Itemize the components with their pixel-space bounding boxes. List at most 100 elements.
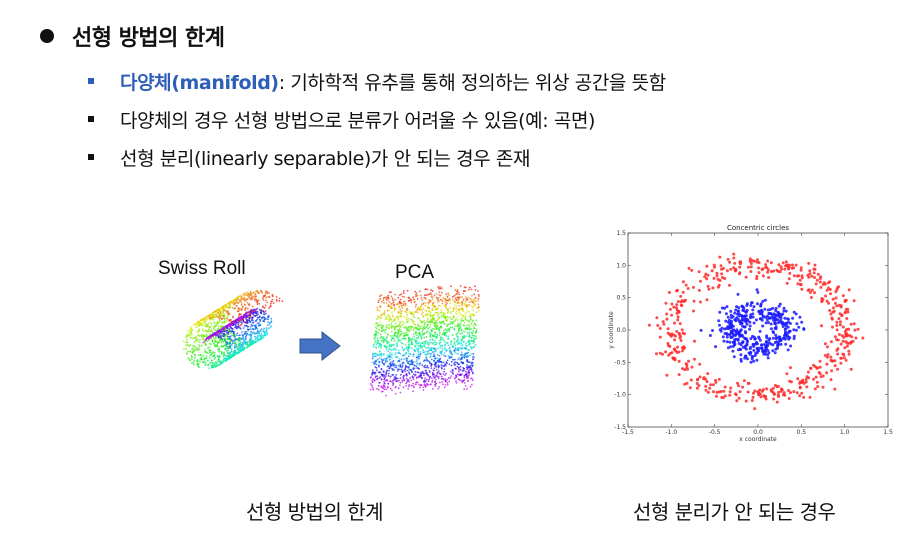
scatter-point [831, 325, 834, 329]
x-tick-label: 1.5 [883, 429, 893, 436]
scatter-point [808, 272, 812, 276]
scatter-point [673, 347, 676, 351]
scatter-point [802, 395, 806, 399]
chart-title: Concentric circles [727, 224, 789, 232]
scatter-point [784, 260, 788, 264]
scatter-point [792, 266, 796, 270]
scatter-point [792, 274, 796, 278]
scatter-point [758, 388, 762, 392]
scatter-point [751, 308, 755, 312]
scatter-point [749, 304, 753, 307]
scatter-point [764, 397, 768, 401]
scatter-point [843, 346, 847, 350]
scatter-point [841, 339, 845, 343]
scatter-point [750, 301, 754, 305]
scatter-point [675, 306, 678, 310]
scatter-point [777, 304, 781, 308]
scatter-point [783, 267, 787, 271]
scatter-point [784, 264, 788, 268]
scatter-point [774, 347, 778, 351]
scatter-point [853, 328, 857, 332]
scatter-point [764, 321, 768, 325]
scatter-point [670, 351, 674, 355]
scatter-point [775, 400, 779, 404]
scatter-point [807, 376, 811, 380]
scatter-point [764, 315, 768, 319]
scatter-point [707, 287, 711, 291]
swiss-roll-label: Swiss Roll [158, 258, 246, 279]
scatter-point [809, 366, 813, 370]
scatter-point [667, 344, 671, 348]
scatter-point [750, 399, 754, 402]
scatter-point [847, 327, 851, 331]
scatter-point [836, 347, 840, 351]
scatter-point [711, 329, 714, 332]
scatter-point [752, 321, 756, 325]
scatter-point [808, 291, 812, 294]
scatter-point [698, 375, 702, 379]
pca-label: PCA [395, 262, 435, 283]
scatter-point [681, 280, 685, 284]
scatter-point [849, 367, 853, 371]
scatter-point [765, 387, 769, 391]
scatter-point [767, 338, 771, 342]
scatter-point [767, 316, 771, 320]
scatter-point [739, 328, 743, 332]
scatter-point [749, 360, 753, 364]
scatter-point [751, 312, 755, 316]
scatter-series-1 [699, 288, 806, 364]
scatter-point [784, 321, 788, 325]
x-tick-label: 0.0 [753, 429, 763, 436]
scatter-point [737, 384, 740, 388]
scatter-point [830, 317, 834, 321]
square-bullet-icon [88, 154, 94, 160]
scatter-point [733, 338, 737, 342]
scatter-point [809, 296, 813, 299]
scatter-point [723, 394, 727, 398]
scatter-point [787, 277, 791, 281]
scatter-point [779, 342, 783, 346]
scatter-point [776, 393, 780, 397]
scatter-point [771, 349, 775, 353]
scatter-point [714, 345, 718, 349]
scatter-point [721, 335, 725, 339]
scatter-point [743, 325, 747, 329]
scatter-point [820, 297, 824, 300]
scatter-point [778, 315, 782, 319]
scatter-point [785, 372, 789, 376]
scatter-point [726, 315, 730, 319]
scatter-point [706, 273, 710, 277]
scatter-point [711, 383, 715, 387]
scatter-point [795, 274, 799, 278]
scatter-point [776, 384, 780, 388]
scatter-point [780, 267, 783, 271]
scatter-point [794, 328, 798, 332]
scatter-point [818, 359, 822, 363]
scatter-point [848, 334, 852, 338]
scatter-point [845, 344, 849, 348]
scatter-point [729, 323, 733, 327]
scatter-point [704, 272, 708, 276]
scatter-point [763, 307, 767, 311]
scatter-point [843, 329, 847, 333]
scatter-point [714, 378, 717, 382]
scatter-point [813, 263, 817, 267]
scatter-point [829, 355, 833, 359]
scatter-point [856, 327, 860, 331]
scatter-point [826, 345, 829, 349]
scatter-point [829, 312, 833, 316]
scatter-point [771, 386, 775, 390]
x-tick-label: -1.0 [665, 429, 677, 436]
scatter-point [819, 285, 823, 289]
scatter-point [658, 327, 662, 330]
scatter-point [784, 342, 788, 346]
scatter-point [833, 335, 837, 339]
y-tick-label: 0.5 [616, 295, 626, 302]
scatter-point [738, 348, 742, 351]
scatter-point [758, 317, 762, 321]
scatter-point [677, 359, 681, 363]
scatter-point [761, 315, 765, 319]
scatter-point [732, 252, 736, 256]
scatter-point [726, 257, 730, 261]
scatter-point [715, 394, 718, 398]
